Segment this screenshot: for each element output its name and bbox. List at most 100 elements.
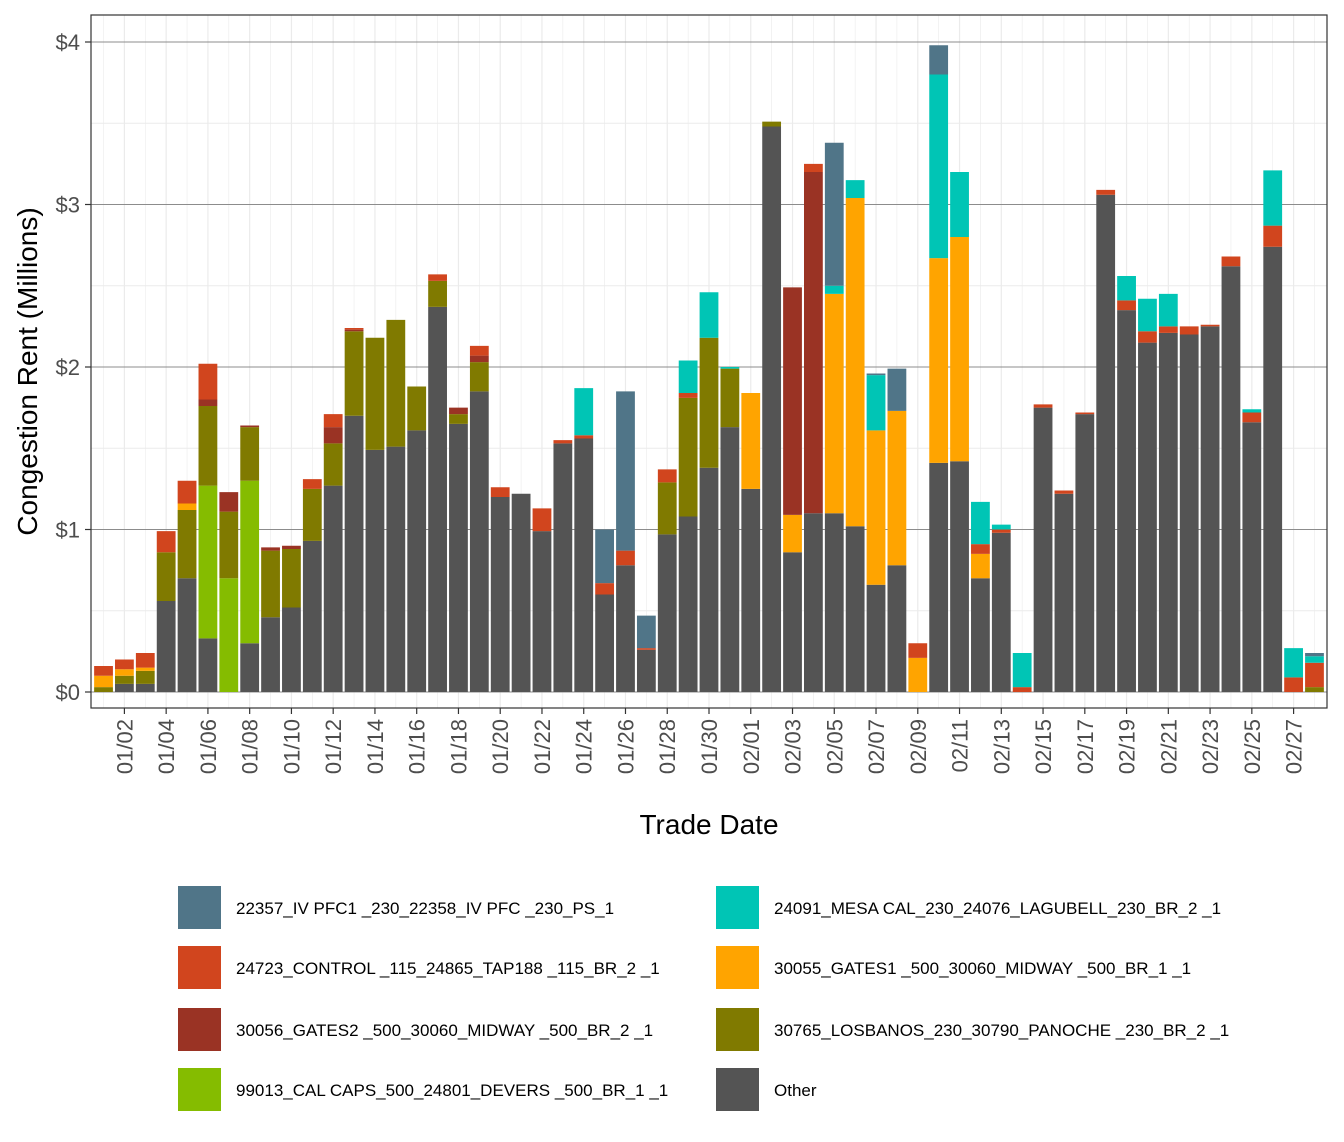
- bar-segment: [824, 293, 844, 514]
- bar-segment: [636, 648, 656, 650]
- y-tick-label: $2: [56, 355, 80, 380]
- bar-segment: [1054, 490, 1074, 494]
- bar-segment: [783, 287, 802, 515]
- bar-segment: [344, 331, 364, 416]
- bar-segment: [177, 510, 197, 579]
- bar-segment: [1242, 412, 1262, 423]
- bar-segment: [156, 531, 176, 553]
- legend-label: 22357_IV PFC1 _230_22358_IV PFC _230_PS_…: [236, 899, 614, 918]
- bars: [94, 45, 1324, 693]
- bar-segment: [428, 274, 447, 281]
- bar-segment: [574, 435, 594, 439]
- bar-segment: [783, 514, 802, 553]
- bar-segment: [282, 607, 301, 692]
- bar-segment: [1242, 422, 1262, 692]
- bar-segment: [1158, 332, 1178, 693]
- bar-segment: [94, 687, 113, 693]
- bar-segment: [929, 258, 949, 463]
- bar-segment: [1117, 310, 1136, 693]
- bar-segment: [1305, 687, 1324, 693]
- bar-segment: [1158, 293, 1178, 327]
- x-axis-title: Trade Date: [639, 809, 778, 840]
- bar-segment: [219, 492, 239, 512]
- bar-segment: [323, 443, 343, 486]
- x-tick-label: 02/17: [1073, 719, 1098, 774]
- bar-segment: [282, 549, 301, 608]
- bar-segment: [344, 415, 364, 692]
- bar-segment: [824, 142, 844, 286]
- bar-segment: [240, 480, 260, 644]
- bar-segment: [908, 657, 928, 693]
- bar-segment: [950, 237, 969, 462]
- bar-segment: [741, 488, 761, 693]
- bar-segment: [971, 501, 990, 545]
- bar-segment: [1263, 246, 1283, 692]
- bar-segment: [1200, 326, 1220, 693]
- bar-segment: [469, 391, 489, 693]
- bar-segment: [929, 45, 949, 75]
- x-tick-label: 02/05: [822, 719, 847, 774]
- bar-segment: [845, 526, 865, 692]
- x-tick-label: 02/03: [781, 719, 806, 774]
- x-tick-label: 01/28: [655, 719, 680, 774]
- bar-segment: [1138, 298, 1157, 332]
- bar-segment: [198, 638, 218, 693]
- bar-segment: [94, 666, 113, 676]
- bar-segment: [636, 649, 656, 692]
- bar-segment: [532, 531, 552, 693]
- bar-segment: [428, 306, 447, 693]
- bar-segment: [1284, 677, 1303, 693]
- bar-segment: [616, 565, 635, 692]
- x-tick-label: 02/15: [1031, 719, 1056, 774]
- bar-segment: [720, 427, 740, 693]
- bar-segment: [1263, 170, 1283, 226]
- bar-segment: [804, 513, 823, 692]
- bar-segment: [1221, 266, 1241, 692]
- bar-segment: [845, 198, 865, 527]
- bar-segment: [1012, 653, 1032, 688]
- x-tick-label: 02/01: [739, 719, 764, 774]
- y-axis-ticks: $0 $1 $2 $3 $4: [56, 30, 91, 705]
- bar-segment: [407, 386, 427, 431]
- bar-segment: [804, 163, 823, 173]
- legend-label: 30055_GATES1 _500_30060_MIDWAY _500_BR_1…: [774, 959, 1191, 978]
- bar-segment: [115, 683, 134, 693]
- bar-segment: [490, 487, 510, 497]
- bar-segment: [1075, 414, 1095, 693]
- x-tick-label: 02/11: [948, 719, 973, 772]
- bar-segment: [595, 583, 614, 595]
- bar-segment: [991, 529, 1011, 533]
- bar-segment: [1242, 409, 1262, 413]
- bar-segment: [657, 469, 677, 483]
- y-axis-title: Congestion Rent (Millions): [12, 207, 43, 535]
- bar-segment: [678, 397, 698, 517]
- bar-segment: [1158, 326, 1178, 333]
- bar-segment: [887, 368, 907, 411]
- legend-swatch: [716, 1068, 759, 1111]
- bar-segment: [365, 337, 385, 450]
- bar-segment: [1012, 687, 1032, 693]
- bar-segment: [553, 440, 573, 444]
- bar-segment: [282, 545, 301, 549]
- legend-label: 24091_MESA CAL_230_24076_LAGUBELL_230_BR…: [774, 899, 1221, 918]
- bar-segment: [804, 172, 823, 514]
- bar-segment: [198, 399, 218, 406]
- bar-segment: [991, 524, 1011, 530]
- bar-segment: [866, 584, 886, 692]
- x-tick-label: 02/25: [1240, 719, 1265, 774]
- x-tick-label: 02/21: [1156, 719, 1181, 774]
- bar-segment: [950, 461, 969, 692]
- bar-segment: [177, 578, 197, 692]
- x-tick-label: 01/24: [572, 719, 597, 774]
- bar-segment: [1179, 334, 1199, 692]
- x-tick-label: 01/18: [447, 719, 472, 774]
- bar-segment: [720, 367, 740, 369]
- bar-segment: [135, 653, 155, 668]
- x-tick-label: 02/13: [989, 719, 1014, 774]
- bar-segment: [323, 485, 343, 693]
- bar-segment: [1305, 653, 1324, 657]
- bar-segment: [1033, 404, 1053, 408]
- legend-swatch: [178, 946, 221, 989]
- bar-segment: [1117, 276, 1136, 301]
